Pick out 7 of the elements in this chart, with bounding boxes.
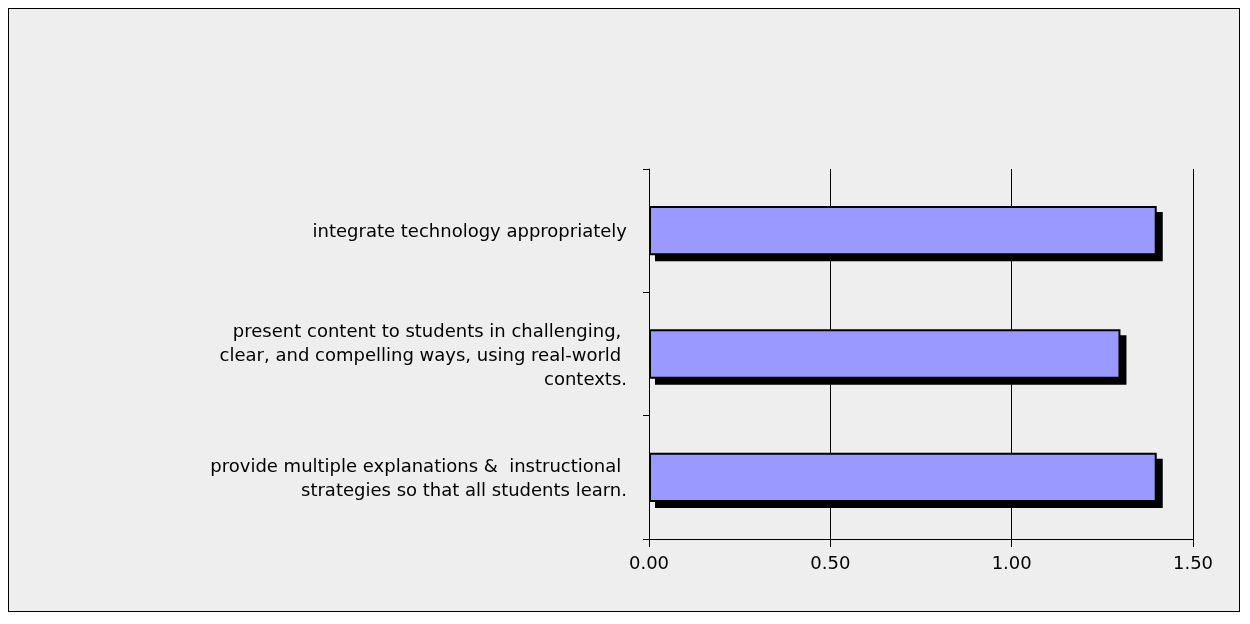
y-tick-label: present content to students in challenging, clear, and compelling ways, using real-world contexts.: [219, 319, 627, 389]
y-tick-label: provide multiple explanations & instructional strategies so that all students learn.: [210, 454, 627, 500]
x-tick-label: 0.50: [810, 551, 851, 573]
x-tick-label: 0.00: [628, 551, 670, 573]
x-tick-label: 1.00: [991, 551, 1032, 573]
y-tick-label: integrate technology appropriately: [312, 220, 628, 242]
x-tick-label: 1.50: [1172, 551, 1214, 573]
